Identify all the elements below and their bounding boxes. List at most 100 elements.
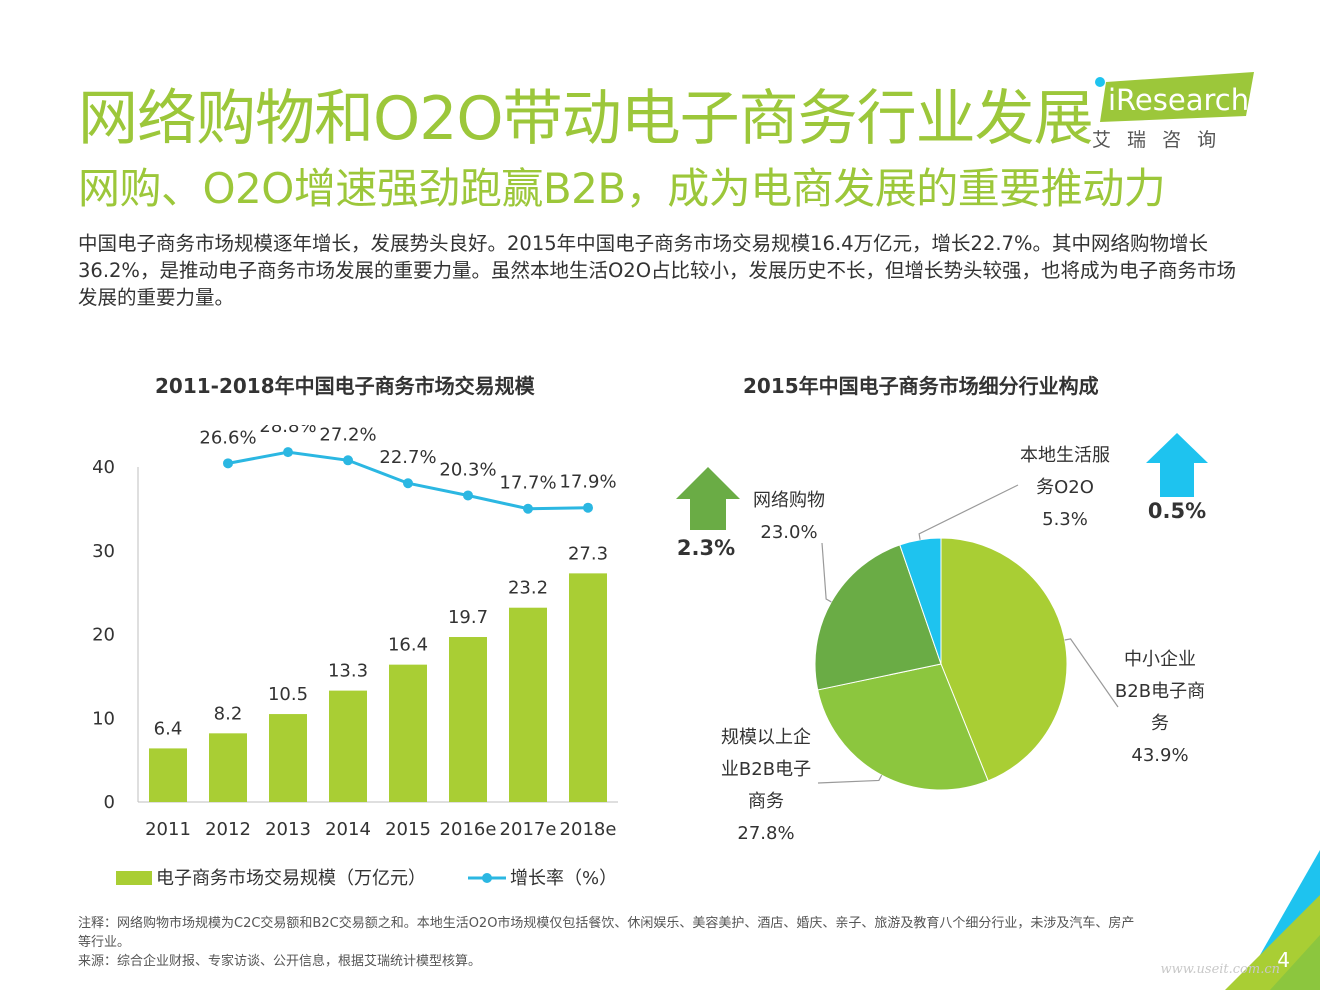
pie-category-label: 规模以上企 — [721, 727, 811, 748]
y-tick-label: 30 — [92, 541, 115, 562]
page-number: 4 — [1277, 948, 1290, 972]
y-tick-label: 10 — [92, 708, 115, 729]
pie-category-label: 务 — [1151, 713, 1169, 734]
online-shopping-up-arrow: 2.3% — [676, 467, 740, 560]
source-text: 来源：综合企业财报、专家访谈、公开信息，根据艾瑞统计模型核算。 — [78, 954, 482, 969]
pie-category-label: 商务 — [748, 791, 784, 812]
pie-category-label: 业B2B电子 — [721, 759, 811, 780]
x-tick-label: 2011 — [145, 819, 191, 840]
growth-label: 26.6% — [199, 427, 256, 448]
growth-point — [523, 503, 533, 514]
logo-dot — [1095, 77, 1105, 87]
pie-value-label: 43.9% — [1131, 745, 1188, 766]
x-tick-label: 2013 — [265, 819, 311, 840]
bar-chart-title: 2011-2018年中国电子商务市场交易规模 — [155, 374, 535, 398]
growth-point — [223, 458, 233, 469]
growth-line-series: 26.6%28.8% 27.2%22.7%20.3%17.7% 17.9% — [199, 425, 617, 514]
up-arrow-icon — [676, 467, 740, 530]
bar — [509, 607, 547, 802]
bar-value-label: 16.4 — [388, 635, 428, 656]
bar — [449, 637, 487, 802]
online-shopping-change: 2.3% — [677, 536, 735, 560]
page-subtitle: 网购、O2O增速强劲跑赢B2B，成为电商发展的重要推动力 — [78, 164, 1166, 213]
x-tick-label: 2015 — [385, 819, 431, 840]
pie-leader-lines — [817, 484, 1119, 784]
growth-point — [403, 478, 413, 489]
x-tick-label: 2018e — [560, 819, 617, 840]
pie-slice — [817, 663, 989, 791]
bar-value-label: 8.2 — [214, 703, 243, 724]
growth-point — [583, 502, 593, 513]
bar-series: 6.4 8.2 10.5 13.3 16.4 19.7 23.2 27.3 — [149, 543, 608, 802]
logo-banner — [1100, 72, 1254, 122]
pie-slices — [814, 537, 1068, 791]
bar-value-label: 23.2 — [508, 578, 548, 599]
bar — [149, 748, 187, 802]
legend-bar-swatch — [116, 871, 152, 885]
bar — [269, 714, 307, 802]
note-text: 注释：网络购物市场规模为C2C交易额和B2C交易额之和。本地生活O2O市场规模仅… — [78, 916, 1135, 950]
pie-category-label: 务O2O — [1036, 477, 1094, 498]
x-tick-label: 2016e — [440, 819, 497, 840]
intro-paragraph: 中国电子商务市场规模逐年增长，发展势头良好。2015年中国电子商务市场交易规模1… — [78, 232, 1237, 309]
bar-value-label: 10.5 — [268, 684, 308, 705]
bar — [569, 573, 607, 802]
o2o-up-arrow: 0.5% — [1146, 433, 1208, 523]
growth-label: 17.7% — [499, 473, 556, 494]
bar-value-label: 19.7 — [448, 607, 488, 628]
growth-label: 17.9% — [559, 472, 616, 493]
pie-slice — [814, 544, 942, 691]
corner-green-dark-shape — [1270, 935, 1320, 990]
legend-line-label: 增长率（%） — [510, 868, 617, 889]
pie-value-label: 5.3% — [1042, 509, 1088, 530]
y-tick-label: 40 — [92, 457, 115, 478]
legend-bar-label: 电子商务市场交易规模（万亿元） — [156, 868, 426, 889]
iresearch-logo: iResearch 艾 瑞 咨 询 — [1092, 72, 1254, 151]
pie-category-label: 中小企业 — [1124, 649, 1196, 670]
logo-cn-text: 艾 瑞 咨 询 — [1092, 129, 1221, 151]
growth-label: 27.2% — [319, 425, 376, 445]
legend-line-marker — [482, 873, 492, 883]
growth-point — [283, 447, 293, 458]
pie-leader-line — [918, 484, 1019, 540]
bar — [209, 733, 247, 802]
watermark: www.useit.com.cn — [1160, 962, 1280, 977]
x-tick-label: 2012 — [205, 819, 251, 840]
logo-brand-text: iResearch — [1108, 83, 1249, 117]
pie-value-label: 27.8% — [737, 823, 794, 844]
bar-value-label: 13.3 — [328, 661, 368, 682]
pie-value-label: 23.0% — [760, 522, 817, 543]
y-tick-label: 20 — [92, 625, 115, 646]
pie-chart-title: 2015年中国电子商务市场细分行业构成 — [743, 374, 1099, 398]
up-arrow-icon — [1146, 433, 1208, 497]
corner-decoration — [1225, 850, 1320, 990]
bar-value-label: 6.4 — [154, 718, 183, 739]
growth-point — [343, 455, 353, 466]
page-title: 网络购物和O2O带动电子商务行业发展 — [78, 84, 1094, 154]
bar — [389, 664, 427, 802]
bar-value-label: 27.3 — [568, 543, 608, 564]
pie-slice — [899, 537, 942, 665]
growth-label: 28.8% — [259, 425, 316, 437]
pie-leader-line — [821, 542, 832, 603]
footnotes: 注释：网络购物市场规模为C2C交易额和B2C交易额之和。本地生活O2O市场规模仅… — [78, 914, 1138, 971]
o2o-change: 0.5% — [1148, 499, 1206, 523]
growth-label: 22.7% — [379, 447, 436, 468]
pie-leader-line — [817, 774, 883, 784]
pie-category-label: 网络购物 — [753, 490, 825, 511]
bar-chart-legend: 电子商务市场交易规模（万亿元） 增长率（%） — [116, 868, 617, 889]
pie-category-label: 本地生活服 — [1020, 445, 1110, 466]
x-tick-label: 2017e — [500, 819, 557, 840]
x-tick-label: 2014 — [325, 819, 371, 840]
pie-leader-line — [1064, 638, 1119, 708]
growth-point — [463, 490, 473, 501]
bar — [329, 690, 367, 802]
pie-slice — [940, 537, 1068, 782]
pie-category-label: B2B电子商 — [1115, 681, 1205, 702]
growth-label: 20.3% — [439, 459, 496, 480]
y-tick-label: 0 — [104, 792, 115, 813]
